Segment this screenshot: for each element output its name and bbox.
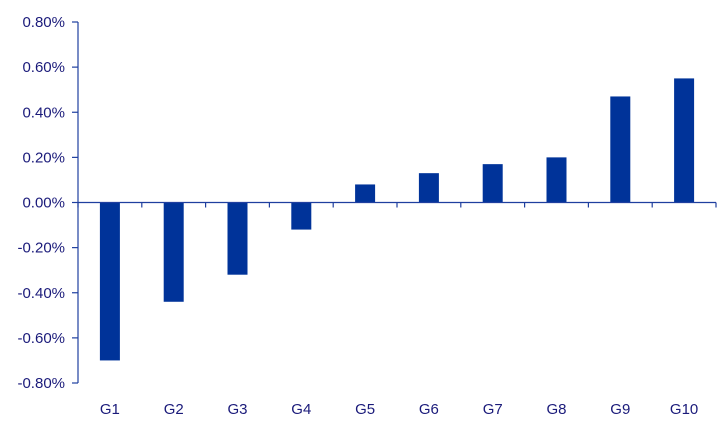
bar-g5 xyxy=(355,184,376,203)
bar-g8 xyxy=(546,157,567,203)
y-tick-label: 0.40% xyxy=(22,104,65,121)
x-tick-label: G7 xyxy=(483,401,503,418)
bar-g1 xyxy=(99,202,120,361)
bar-g4 xyxy=(291,202,312,230)
x-tick-label: G6 xyxy=(419,401,439,418)
y-tick-label: -0.40% xyxy=(17,285,65,302)
bar-g9 xyxy=(610,96,631,203)
x-tick-label: G10 xyxy=(670,401,698,418)
x-tick-label: G2 xyxy=(164,401,184,418)
y-axis: 0.80% 0.60% 0.40% 0.20% 0.00% -0.20% -0.40% -0.… xyxy=(17,14,79,392)
y-tick-label: 0.20% xyxy=(22,149,65,166)
x-tick-label: G9 xyxy=(610,401,630,418)
x-tick-label: G3 xyxy=(227,401,247,418)
x-tick-label: G5 xyxy=(355,401,375,418)
y-tick-label: 0.00% xyxy=(22,195,65,212)
bar-g6 xyxy=(418,173,439,203)
y-tick-label: -0.60% xyxy=(17,330,65,347)
y-tick-label: 0.60% xyxy=(22,59,65,76)
bar-g2 xyxy=(163,202,184,302)
bar-g10 xyxy=(674,78,695,203)
x-tick-label: G4 xyxy=(291,401,311,418)
y-tick-label: -0.20% xyxy=(17,240,65,257)
bars xyxy=(99,78,695,361)
x-axis: G1 G2 G3 G4 G5 G6 G7 G8 G9 G10 xyxy=(77,201,717,418)
bar-g7 xyxy=(482,164,503,203)
x-tick-label: G1 xyxy=(100,401,120,418)
y-tick-label: 0.80% xyxy=(22,14,65,31)
y-tick-label: -0.80% xyxy=(17,375,65,392)
bar-g3 xyxy=(227,202,248,275)
x-tick-label: G8 xyxy=(546,401,566,418)
